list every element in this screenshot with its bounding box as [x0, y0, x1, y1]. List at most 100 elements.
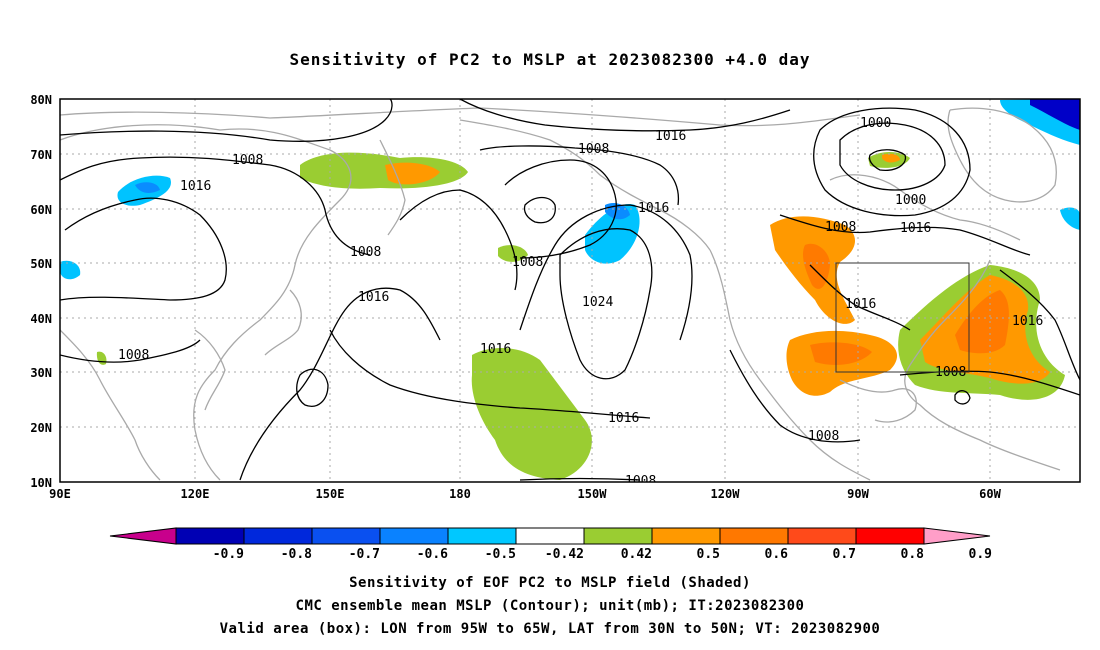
contour-aleutian-inner — [523, 196, 556, 224]
map-frame — [59, 98, 1081, 483]
shaded-negative-regions — [60, 99, 1080, 280]
lon-label: 120E — [181, 487, 210, 501]
lat-label: 40N — [30, 312, 52, 326]
shade-india — [96, 351, 107, 365]
contour-1016-namerica — [779, 214, 1031, 256]
lon-label: 60W — [979, 487, 1001, 501]
colorbar-segment — [175, 527, 245, 545]
contour-1008-india — [60, 339, 201, 363]
coast-asia — [60, 124, 352, 481]
contour-label: 1024 — [582, 295, 613, 310]
contour-label: 1016 — [845, 297, 876, 312]
contour-1016-pac-low — [399, 189, 518, 291]
shade-low-center-orange — [882, 153, 900, 163]
lat-label: 10N — [30, 476, 52, 490]
graticule — [60, 99, 1080, 482]
shade-west-blue — [60, 260, 81, 280]
colorbar-upper-extension — [923, 527, 991, 545]
valid-area-box — [835, 262, 970, 373]
colorbar-segment — [379, 527, 449, 545]
contour-label: 1008 — [578, 142, 609, 157]
colorbar: -0.9 -0.8 -0.7 -0.6 -0.5 -0.42 0.42 0.5 0.6 0.7 0.… — [109, 527, 992, 562]
contour-label: 1016 — [655, 129, 686, 144]
colorbar-tick-label: -0.7 — [349, 547, 380, 562]
contour-label: 1016 — [1012, 314, 1043, 329]
colorbar-segment — [719, 527, 789, 545]
contour-label: 1008 — [350, 245, 381, 260]
contour-label: 1016 — [900, 221, 931, 236]
contour-1008-west-closed — [60, 197, 227, 301]
contour-label: 1016 — [638, 201, 669, 216]
contour-small-low — [296, 368, 329, 407]
colorbar-segment — [311, 527, 381, 545]
colorbar-segment — [787, 527, 857, 545]
colorbar-tick-label: 0.7 — [833, 547, 856, 562]
lon-label: 150E — [316, 487, 345, 501]
coast-namerica-east — [904, 259, 1061, 471]
lat-label: 60N — [30, 203, 52, 217]
contour-label: 1016 — [358, 290, 389, 305]
contour-1016-west — [60, 99, 393, 142]
contour-label: 1008 — [232, 153, 263, 168]
lon-label: 90W — [847, 487, 869, 501]
lon-label: 150W — [578, 487, 608, 501]
contour-label: 1008 — [808, 429, 839, 444]
contour-1000-inner — [868, 149, 907, 171]
lat-label: 70N — [30, 148, 52, 162]
contour-1008-ak — [479, 145, 680, 206]
contour-label: 1000 — [860, 116, 891, 131]
colorbar-tick-label: -0.9 — [213, 547, 244, 562]
colorbar-tick-label: 0.6 — [765, 547, 789, 562]
coast-gulf-mexico — [839, 379, 917, 423]
contour-label: 1016 — [480, 342, 511, 357]
shade-siberia — [300, 152, 468, 189]
contour-label: 1000 — [895, 193, 926, 208]
colorbar-tick-label: 0.42 — [621, 547, 652, 562]
colorbar-segment — [447, 527, 517, 545]
contour-1008-bottom — [519, 477, 641, 481]
contour-1008-south — [729, 349, 861, 443]
contour-1016-ridge — [329, 329, 651, 419]
colorbar-tick-label: 0.9 — [969, 547, 992, 562]
colorbar-segment — [583, 527, 653, 545]
colorbar-tick-label: -0.42 — [545, 547, 584, 562]
colorbar-tick-label: 0.5 — [697, 547, 720, 562]
caption-valid-area: Valid area (box): LON from 95W to 65W, L… — [219, 621, 881, 637]
colorbar-tick-label: 0.8 — [901, 547, 925, 562]
contour-1008-siberia — [60, 156, 371, 256]
contour-1024-high — [559, 228, 653, 380]
longitude-labels: 90E 120E 150E 180 150W 120W 90W 60W — [49, 487, 1001, 501]
contour-label: 1008 — [512, 255, 543, 270]
shade-namerica-south-dark — [810, 342, 872, 365]
coast-kamchatka — [379, 139, 406, 236]
mslp-contours — [60, 99, 1080, 481]
shade-arctic-darkblue — [1030, 99, 1080, 130]
lat-label: 50N — [30, 257, 52, 271]
lat-label: 80N — [30, 93, 52, 107]
colorbar-segment — [855, 527, 925, 545]
figure-title: Sensitivity of PC2 to MSLP at 2023082300… — [289, 50, 811, 69]
lat-label: 20N — [30, 421, 52, 435]
colorbar-segment — [243, 527, 313, 545]
contour-1000-low — [839, 122, 946, 191]
contour-1016-north — [459, 99, 791, 132]
contour-1016-pac-high — [519, 204, 693, 341]
shade-siberia-blue-dark — [135, 182, 160, 193]
contour-label: 1016 — [608, 411, 639, 426]
lat-label: 30N — [30, 366, 52, 380]
coast-japan — [264, 289, 302, 356]
latitude-labels: 80N 70N 60N 50N 40N 30N 20N 10N — [30, 93, 52, 490]
contour-label: 1016 — [180, 179, 211, 194]
contour-label-group: 1016 1008 1000 1008 1016 1000 1016 1008 … — [118, 116, 1043, 489]
caption-shaded: Sensitivity of EOF PC2 to MSLP field (Sh… — [349, 575, 751, 591]
caption-contour: CMC ensemble mean MSLP (Contour); unit(m… — [295, 598, 805, 614]
coast-greenland — [947, 107, 1057, 203]
colorbar-lower-extension — [109, 527, 177, 545]
contour-1016-central — [239, 287, 441, 481]
contour-1016-gulf-low — [954, 390, 971, 405]
colorbar-tick-label: -0.8 — [281, 547, 312, 562]
lon-label: 180 — [449, 487, 471, 501]
contour-label: 1008 — [625, 474, 656, 489]
colorbar-segment — [515, 527, 585, 545]
